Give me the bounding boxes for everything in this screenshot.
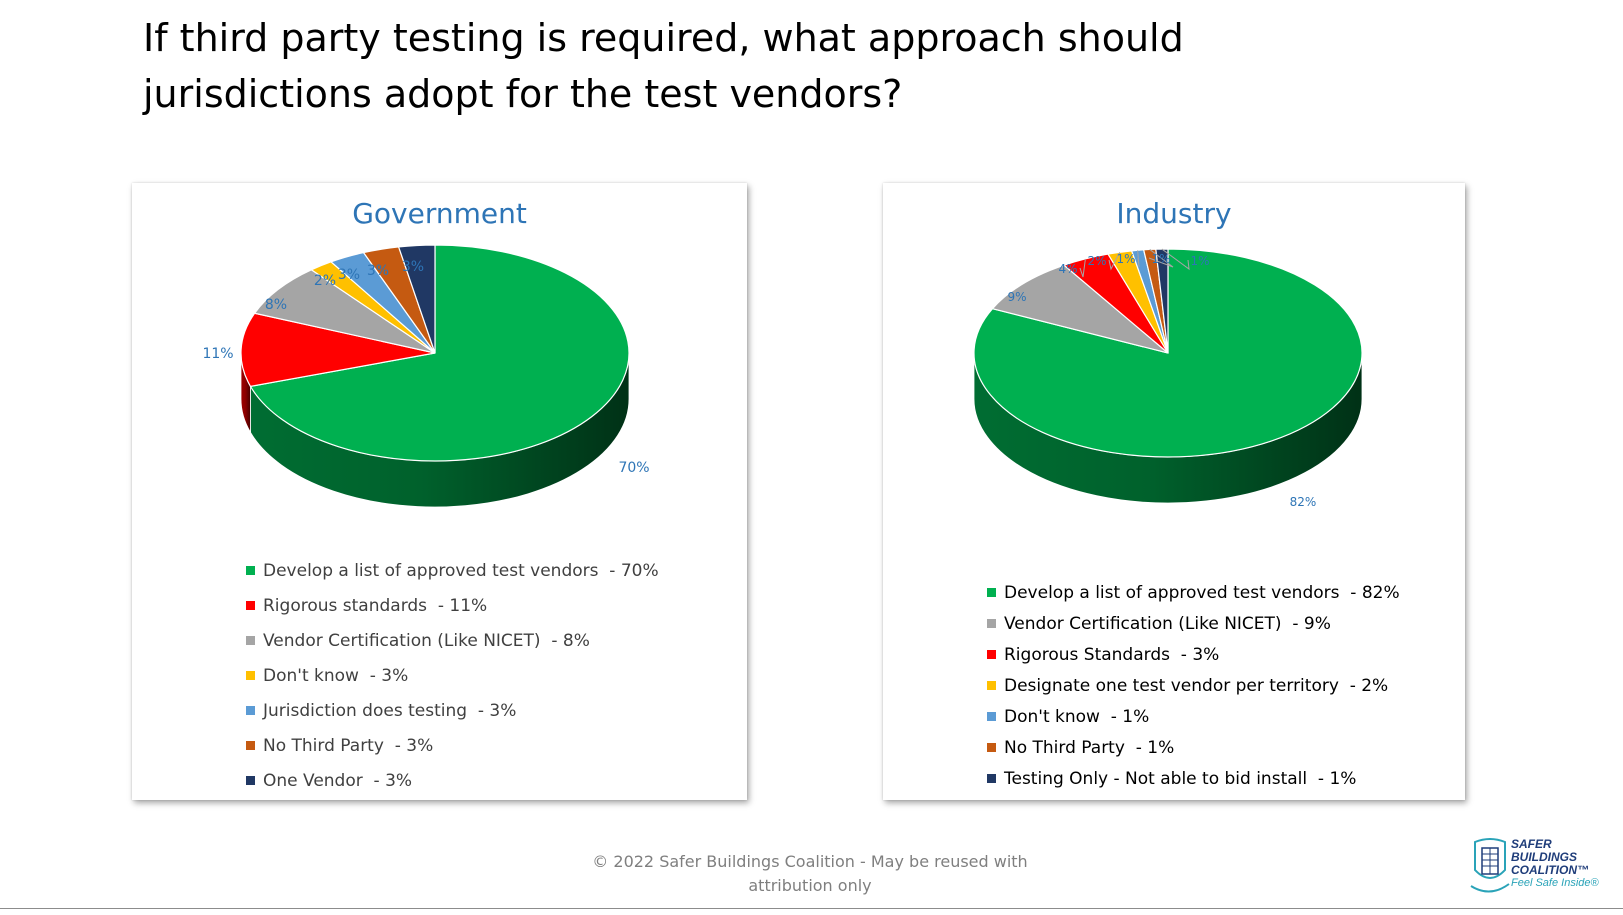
data-label-don-t-know: 1% — [1116, 252, 1135, 266]
legend-item-vendor-certification-like-nicet: Vendor Certification (Like NICET) - 8% — [246, 623, 659, 658]
safer-buildings-coalition-logo: SAFER BUILDINGS COALITION™ Feel Safe Ins… — [1467, 834, 1617, 900]
footer-line-2: attribution only — [748, 876, 872, 895]
data-label-one-vendor: 3% — [402, 259, 424, 275]
legend-label: No Third Party - 3% — [263, 735, 434, 756]
data-label-no-third-party: 3% — [367, 263, 389, 279]
leader-line — [1108, 252, 1121, 271]
legend-swatch — [246, 601, 255, 610]
footer-line-1: © 2022 Safer Buildings Coalition - May b… — [592, 852, 1028, 871]
leader-line — [1137, 250, 1140, 268]
data-label-vendor-certification-like-nicet: 9% — [1007, 290, 1026, 304]
legend-swatch — [987, 743, 996, 752]
legend-item-testing-only-not-able-to-bid-install: Testing Only - Not able to bid install -… — [987, 763, 1400, 794]
legend-item-designate-one-test-vendor-per-territory: Designate one test vendor per territory … — [987, 670, 1400, 701]
legend-item-one-vendor: One Vendor - 3% — [246, 763, 659, 798]
legend-swatch — [246, 671, 255, 680]
legend-item-no-third-party: No Third Party - 1% — [987, 732, 1400, 763]
legend-swatch — [246, 741, 255, 750]
data-label-rigorous-standards: 4% — [1058, 262, 1077, 276]
logo-line-3: COALITION™ — [1511, 863, 1589, 877]
legend-item-don-t-know: Don't know - 1% — [987, 701, 1400, 732]
legend-label: Rigorous Standards - 3% — [1004, 644, 1220, 665]
legend-swatch — [246, 776, 255, 785]
data-label-designate-one-test-vendor-per-territory: 2% — [1087, 254, 1106, 268]
pie-slice-rigorous-standards — [240, 312, 436, 388]
data-label-develop-a-list-of-approved-test-vendors: 82% — [1290, 495, 1317, 509]
legend-swatch — [987, 681, 996, 690]
legend-item-no-third-party: No Third Party - 3% — [246, 728, 659, 763]
slide-title-line-1: If third party testing is required, what… — [143, 16, 1184, 60]
legend-label: One Vendor - 3% — [263, 770, 413, 791]
legend-item-develop-a-list-of-approved-test-vendors: Develop a list of approved test vendors … — [987, 577, 1400, 608]
legend-swatch — [246, 566, 255, 575]
legend-label: Jurisdiction does testing - 3% — [263, 700, 517, 721]
leader-line — [1161, 248, 1190, 271]
industry-legend: Develop a list of approved test vendors … — [987, 577, 1400, 794]
legend-swatch — [987, 774, 996, 783]
data-label-develop-a-list-of-approved-test-vendors: 70% — [618, 460, 649, 476]
legend-label: Designate one test vendor per territory … — [1004, 675, 1389, 696]
legend-label: Vendor Certification (Like NICET) - 9% — [1004, 613, 1331, 634]
pie-slice-vendor-certification-like-nicet — [991, 264, 1169, 354]
logo-line-2: BUILDINGS — [1511, 850, 1577, 864]
data-label-jurisdiction-does-testing: 3% — [338, 267, 360, 283]
legend-item-develop-a-list-of-approved-test-vendors: Develop a list of approved test vendors … — [246, 553, 659, 588]
government-chart-panel: Government 70% 11% 8% 2% 3% 3% 3% Develop a li… — [132, 183, 747, 800]
legend-item-jurisdiction-does-testing: Jurisdiction does testing - 3% — [246, 693, 659, 728]
data-label-vendor-certification-like-nicet: 8% — [265, 297, 287, 313]
data-label-don-t-know: 2% — [314, 273, 336, 289]
legend-item-rigorous-standards: Rigorous Standards - 3% — [987, 639, 1400, 670]
legend-label: Vendor Certification (Like NICET) - 8% — [263, 630, 590, 651]
legend-label: No Third Party - 1% — [1004, 737, 1175, 758]
slide-title: If third party testing is required, what… — [143, 10, 1293, 122]
legend-item-rigorous-standards: Rigorous standards - 11% — [246, 588, 659, 623]
data-label-rigorous-standards: 11% — [202, 346, 233, 362]
slide-title-line-2: jurisdictions adopt for the test vendors… — [143, 72, 903, 116]
legend-label: Testing Only - Not able to bid install -… — [1004, 768, 1357, 789]
legend-swatch — [987, 650, 996, 659]
building-shield-icon — [1470, 838, 1510, 893]
data-label-testing-only-not-able-to-bid-install: 1% — [1190, 254, 1209, 268]
legend-swatch — [246, 636, 255, 645]
legend-label: Develop a list of approved test vendors … — [263, 560, 659, 581]
logo-tagline: Feel Safe Inside® — [1511, 877, 1599, 889]
leader-line — [1148, 249, 1174, 268]
leader-line — [1079, 258, 1086, 278]
government-pie-chart: 70%11%8%2% 3% 3% 3% — [202, 244, 650, 508]
legend-label: Don't know - 3% — [263, 665, 409, 686]
chart-title: Industry — [1116, 197, 1232, 230]
logo-wordmark: SAFER BUILDINGS COALITION™ — [1511, 838, 1589, 877]
legend-item-don-t-know: Don't know - 3% — [246, 658, 659, 693]
legend-label: Rigorous standards - 11% — [263, 595, 488, 616]
chart-title: Government — [352, 197, 527, 230]
legend-swatch — [987, 619, 996, 628]
pie-slice-develop-a-list-of-approved-test-vendors — [249, 244, 630, 462]
pie-slice-vendor-certification-like-nicet — [253, 269, 436, 354]
legend-label: Develop a list of approved test vendors … — [1004, 582, 1400, 603]
logo-line-1: SAFER — [1511, 837, 1552, 851]
pie-slice-one-vendor — [397, 244, 436, 354]
legend-label: Don't know - 1% — [1004, 706, 1150, 727]
industry-pie-chart: 82% 9% 4% 2% 1% 1% 1% — [973, 248, 1363, 509]
data-label-no-third-party: 1% — [1151, 252, 1170, 266]
legend-swatch — [987, 712, 996, 721]
legend-swatch — [246, 706, 255, 715]
legend-item-vendor-certification-like-nicet: Vendor Certification (Like NICET) - 9% — [987, 608, 1400, 639]
industry-chart-panel: Industry 82% 9% 4% 2% 1% 1% 1% Develop a list … — [883, 183, 1465, 800]
legend-swatch — [987, 588, 996, 597]
government-legend: Develop a list of approved test vendors … — [246, 553, 659, 798]
bottom-divider — [0, 908, 1623, 909]
copyright-footer: © 2022 Safer Buildings Coalition - May b… — [560, 850, 1060, 898]
